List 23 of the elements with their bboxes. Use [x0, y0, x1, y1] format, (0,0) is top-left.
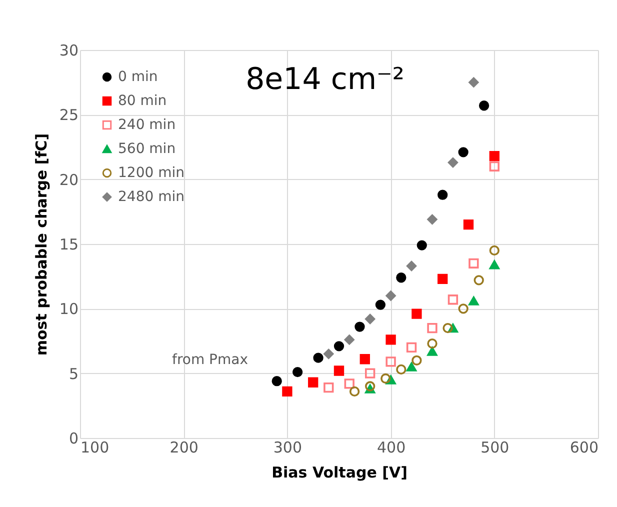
- x-tick-label: 300: [273, 438, 302, 456]
- y-tick-label: 30: [59, 42, 78, 60]
- y-tick-label: 10: [59, 300, 78, 318]
- legend-label: 1200 min: [118, 165, 184, 181]
- y-tick-label: 5: [68, 364, 78, 383]
- y-tick-label: 20: [59, 170, 78, 189]
- x-tick-label: 400: [376, 438, 406, 456]
- x-axis-title: Bias Voltage [V]: [272, 464, 408, 482]
- legend-label: 0 min: [118, 69, 158, 85]
- x-tick-label: 600: [570, 438, 598, 456]
- annotation: from Pmax: [172, 352, 248, 368]
- y-tick-label: 0: [68, 430, 78, 448]
- legend-label: 2480 min: [118, 189, 184, 205]
- legend-label: 560 min: [118, 141, 176, 157]
- chart-title: 8e14 cm⁻²: [246, 62, 404, 97]
- y-axis-title: most probable charge [fC]: [32, 133, 50, 356]
- x-tick-label: 100: [80, 438, 110, 456]
- x-tick-label: 200: [170, 438, 198, 456]
- y-tick-label: 25: [59, 106, 78, 124]
- x-tick-label: 500: [480, 438, 510, 456]
- legend-label: 240 min: [118, 117, 176, 133]
- y-tick-label: 15: [59, 236, 78, 254]
- legend-label: 80 min: [118, 93, 167, 109]
